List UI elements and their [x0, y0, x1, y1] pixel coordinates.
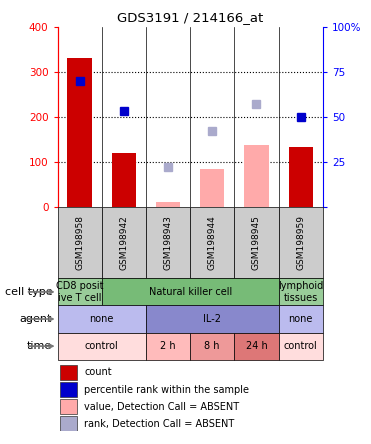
Bar	[279, 278, 323, 305]
Bar	[146, 305, 279, 333]
Text: percentile rank within the sample: percentile rank within the sample	[84, 385, 249, 395]
Text: GSM198959: GSM198959	[296, 215, 305, 270]
Bar	[234, 333, 279, 360]
Text: control: control	[284, 341, 318, 351]
Text: value, Detection Call = ABSENT: value, Detection Call = ABSENT	[84, 401, 239, 412]
Bar	[60, 365, 78, 380]
Text: CD8 posit
ive T cell: CD8 posit ive T cell	[56, 281, 104, 303]
Bar	[58, 305, 146, 333]
Bar	[279, 207, 323, 278]
Bar	[156, 202, 180, 207]
Bar	[190, 333, 234, 360]
Bar	[60, 400, 78, 414]
Text: Natural killer cell: Natural killer cell	[148, 287, 232, 297]
Text: count: count	[84, 368, 112, 377]
Bar	[60, 416, 78, 431]
Bar	[60, 382, 78, 396]
Text: none: none	[89, 314, 114, 324]
Bar	[58, 333, 146, 360]
Text: 2 h: 2 h	[160, 341, 176, 351]
Text: GSM198945: GSM198945	[252, 215, 261, 270]
Bar	[102, 278, 279, 305]
Text: IL-2: IL-2	[203, 314, 221, 324]
Bar	[234, 207, 279, 278]
Bar	[146, 333, 190, 360]
Text: time: time	[27, 341, 52, 351]
Bar	[68, 58, 92, 207]
Text: control: control	[85, 341, 119, 351]
Title: GDS3191 / 214166_at: GDS3191 / 214166_at	[117, 11, 263, 24]
Text: GSM198944: GSM198944	[208, 215, 217, 270]
Text: rank, Detection Call = ABSENT: rank, Detection Call = ABSENT	[84, 419, 234, 428]
Text: GSM198943: GSM198943	[164, 215, 173, 270]
Text: 8 h: 8 h	[204, 341, 220, 351]
Text: GSM198958: GSM198958	[75, 215, 84, 270]
Text: GSM198942: GSM198942	[119, 215, 128, 270]
Bar	[190, 207, 234, 278]
Text: agent: agent	[20, 314, 52, 324]
Text: none: none	[289, 314, 313, 324]
Text: 24 h: 24 h	[246, 341, 267, 351]
Bar	[102, 207, 146, 278]
Bar	[289, 147, 313, 207]
Bar	[279, 305, 323, 333]
Bar	[279, 333, 323, 360]
Bar	[244, 146, 269, 207]
Text: lymphoid
tissues: lymphoid tissues	[278, 281, 323, 303]
Bar	[58, 207, 102, 278]
Bar	[200, 169, 224, 207]
Bar	[58, 278, 102, 305]
Text: cell type: cell type	[4, 287, 52, 297]
Bar	[112, 153, 136, 207]
Bar	[146, 207, 190, 278]
